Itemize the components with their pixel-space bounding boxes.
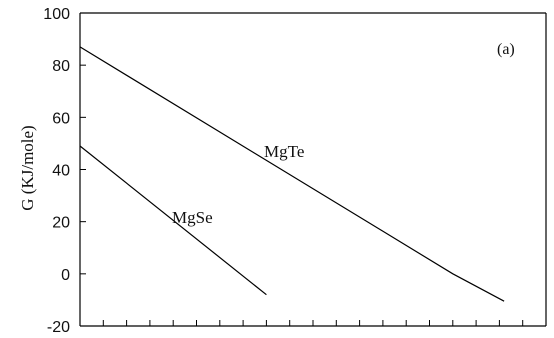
series-line-mgte <box>79 46 505 302</box>
y-axis-label: G (KJ/mole) <box>18 125 37 210</box>
y-tick-label: 0 <box>61 267 70 284</box>
axes <box>79 12 547 327</box>
y-axis-ticks: -20 0 20 40 60 80 100 <box>43 6 86 336</box>
y-tick-label: 60 <box>52 110 70 127</box>
series-line-mgse <box>79 145 267 296</box>
series-label-mgse: MgSe <box>172 208 213 227</box>
y-tick-label: 100 <box>43 6 70 23</box>
series-labels: MgTe MgSe <box>172 142 304 227</box>
y-tick-label: -20 <box>47 319 70 336</box>
y-tick-label: 80 <box>52 58 70 75</box>
x-axis-ticks <box>79 320 547 326</box>
y-tick-label: 20 <box>52 215 70 232</box>
series-lines <box>79 46 505 302</box>
series-label-mgte: MgTe <box>264 142 304 161</box>
y-tick-label: 40 <box>52 163 70 180</box>
panel-annotation: (a) <box>497 41 515 58</box>
